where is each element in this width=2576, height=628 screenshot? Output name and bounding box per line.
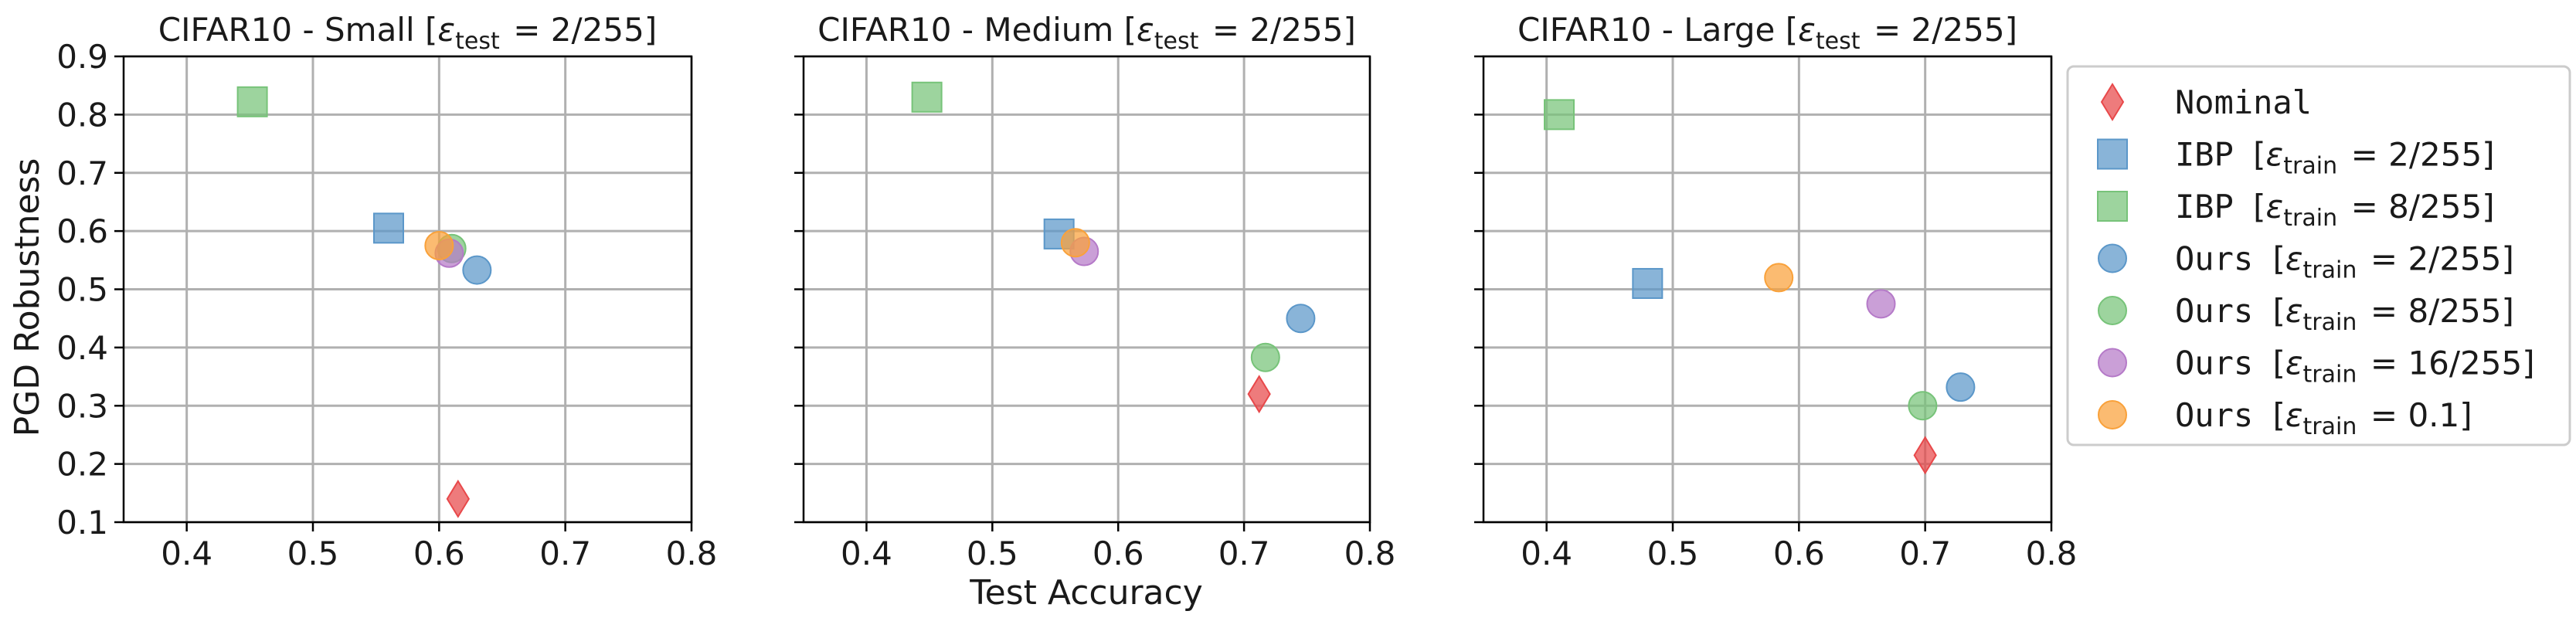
data-point-square [373,212,404,244]
x-tick-label: 0.6 [1773,535,1825,572]
x-tick-label: 0.7 [1218,535,1270,572]
x-tick-label: 0.8 [1344,535,1396,572]
data-point-circle [1946,372,1976,402]
y-tick-label: 0.6 [56,212,108,250]
x-tick-label: 0.8 [2026,535,2078,572]
data-point-circle [424,230,454,260]
panel-title: CIFAR10 - Medium [εtest = 2/255] [817,11,1356,55]
legend-label: Nominal [2175,83,2312,121]
panel-1: 0.4 0.5 0.6 0.7 0.8 0.1 0.2 0.3 0.4 0.5 0.6 0.7 0.8 0… [56,11,717,572]
data-point-square [236,86,268,117]
legend-label: Ours [εtrain = 2/255] [2175,240,2514,284]
data-point-square [911,81,943,113]
panel-title: CIFAR10 - Small [εtest = 2/255] [158,11,657,55]
y-tick-label: 0.7 [56,154,108,192]
data-point-diamond [1913,436,1937,475]
panel-2: 0.4 0.5 0.6 0.7 0.8 CIFAR10 - Medium [εtest =… [794,11,1395,572]
y-tick-label: 0.4 [56,329,108,367]
x-tick-label: 0.4 [161,535,212,572]
panel-3: 0.4 0.5 0.6 0.7 0.8 CIFAR10 - Large [εtest = … [1474,11,2077,572]
x-tick-label: 0.7 [1899,535,1951,572]
legend-marker-circle [2098,296,2127,325]
data-point-circle [1286,304,1316,334]
legend-label: Ours [εtrain = 0.1] [2175,396,2472,440]
x-tick-label: 0.5 [967,535,1018,572]
legend-marker-circle [2098,400,2127,429]
legend: Nominal IBP [εtrain = 2/255] IBP [εtrain =… [2066,65,2571,446]
legend-marker-square [2097,138,2128,170]
y-axis-label: PGD Robustness [8,158,47,437]
x-tick-label: 0.6 [413,535,465,572]
data-point-circle [1060,228,1090,258]
legend-label: Ours [εtrain = 8/255] [2175,292,2514,336]
panels: 0.4 0.5 0.6 0.7 0.80.10.20.30.40.50.60.70.80… [56,11,2077,572]
legend-marker-circle [2098,348,2127,378]
legend-label: IBP [εtrain = 2/255] [2175,136,2495,180]
legend-label: Ours [εtrain = 16/255] [2175,345,2535,389]
data-point-circle [1908,391,1938,421]
x-tick-label: 0.5 [287,535,339,572]
legend-frame [2066,65,2571,446]
panel-title: CIFAR10 - Large [εtest = 2/255] [1517,11,2017,55]
legend-marker-circle [2098,243,2127,273]
x-tick-label: 0.4 [1521,535,1572,572]
data-point-square [1544,99,1575,131]
data-point-diamond [446,479,471,518]
data-point-circle [1866,289,1896,319]
x-tick-label: 0.4 [841,535,892,572]
data-point-square [1632,267,1664,299]
legend-label: IBP [εtrain = 8/255] [2175,188,2495,232]
x-axis-label: Test Accuracy [969,573,1203,613]
legend-marker-square [2097,191,2128,222]
legend-marker-diamond [2100,83,2125,121]
data-point-diamond [1247,375,1271,414]
y-tick-label: 0.8 [56,96,108,134]
x-tick-label: 0.6 [1093,535,1144,572]
x-tick-label: 0.7 [539,535,591,572]
data-point-circle [1764,263,1794,293]
data-point-circle [1250,342,1280,372]
y-tick-label: 0.1 [56,504,108,541]
x-tick-label: 0.5 [1647,535,1699,572]
y-tick-label: 0.9 [56,38,108,76]
data-point-circle [462,255,492,285]
x-tick-label: 0.8 [666,535,718,572]
y-tick-label: 0.3 [56,387,108,425]
y-tick-label: 0.2 [56,446,108,484]
y-tick-label: 0.5 [56,271,108,309]
